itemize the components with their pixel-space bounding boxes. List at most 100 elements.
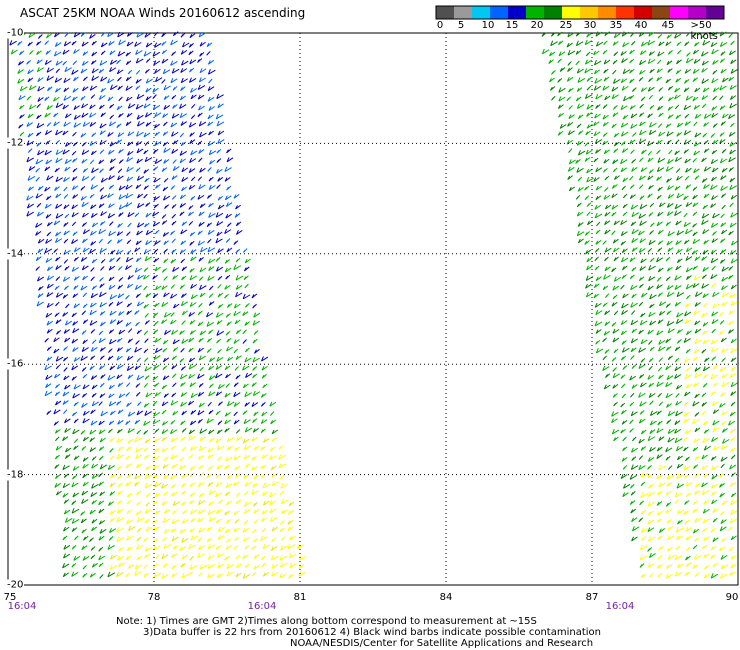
wind-barb [621, 265, 628, 271]
wind-barb [90, 546, 96, 551]
wind-barb [593, 283, 600, 289]
wind-barb [674, 210, 682, 216]
wind-barb [622, 193, 628, 199]
wind-barb [701, 283, 709, 289]
wind-barb [686, 562, 692, 567]
wind-barb [604, 229, 611, 235]
wind-barb [667, 355, 673, 361]
wind-barb [145, 58, 151, 63]
wind-barb [71, 518, 80, 524]
wind-barb [684, 68, 692, 74]
wind-barb [233, 240, 239, 245]
wind-barb [226, 148, 232, 154]
wind-barb [188, 363, 197, 370]
wind-barb [180, 382, 186, 387]
wind-barb [730, 284, 737, 290]
wind-barb [72, 185, 79, 191]
wind-barb [649, 68, 655, 74]
wind-barb [45, 258, 53, 263]
wind-barb [80, 95, 86, 101]
wind-barb [163, 85, 171, 91]
wind-barb [198, 276, 204, 281]
wind-barb [188, 168, 196, 173]
wind-barb [116, 249, 124, 255]
wind-barb [126, 32, 134, 37]
wind-barb [73, 256, 79, 262]
wind-barb [189, 231, 196, 237]
wind-barb [711, 238, 719, 244]
wind-barb [224, 419, 231, 425]
wind-barb [118, 562, 125, 568]
wind-barb [568, 159, 576, 165]
wind-barb [712, 291, 720, 298]
wind-barb [620, 330, 627, 336]
wind-barb [162, 357, 170, 363]
wind-barb [685, 348, 691, 354]
wind-barb [702, 508, 710, 514]
wind-barb [99, 149, 105, 155]
wind-barb [567, 50, 576, 56]
wind-barb [710, 573, 719, 579]
longitude-tick-label: 84 [439, 592, 453, 603]
wind-barb [98, 330, 104, 336]
wind-barb [279, 555, 287, 561]
wind-barb [189, 499, 195, 505]
wind-barb [694, 412, 700, 417]
wind-barb [712, 365, 718, 370]
scale-label: 45 [661, 20, 675, 31]
wind-barb [216, 553, 224, 559]
wind-barb [188, 77, 197, 83]
wind-barb [207, 167, 212, 172]
wind-barb [685, 267, 693, 273]
wind-barb [225, 482, 233, 489]
wind-barb [575, 40, 584, 47]
wind-barb [208, 184, 216, 190]
wind-barb [125, 572, 130, 578]
wind-barb [694, 302, 701, 307]
wind-barb [163, 312, 172, 318]
wind-barb [711, 400, 719, 407]
wind-barb [568, 87, 574, 93]
wind-barb [595, 94, 603, 100]
wind-barb [207, 140, 216, 147]
wind-barb [629, 483, 635, 489]
wind-barb [674, 571, 683, 577]
wind-barb [730, 500, 738, 506]
wind-barb [71, 266, 79, 272]
wind-barb [666, 131, 674, 137]
wind-barb [170, 484, 177, 489]
wind-barb [242, 383, 249, 389]
wind-barb [19, 104, 25, 110]
wind-barb [657, 247, 663, 253]
wind-barb [53, 348, 60, 354]
wind-barb [657, 319, 664, 324]
wind-barb [161, 483, 169, 489]
wind-barb [701, 312, 708, 318]
wind-barb [226, 321, 232, 327]
wind-barb [235, 257, 241, 263]
wind-barb [712, 69, 718, 75]
wind-barb [667, 50, 673, 55]
wind-barb [585, 130, 591, 136]
wind-barb [722, 77, 729, 83]
wind-barb [136, 501, 141, 506]
wind-barb [179, 546, 187, 551]
wind-barb [46, 283, 54, 289]
wind-barb [64, 447, 72, 453]
wind-barb [154, 302, 160, 308]
wind-barb [667, 85, 674, 91]
wind-barb [116, 69, 124, 75]
wind-barb [36, 122, 45, 129]
wind-barb [62, 535, 68, 541]
wind-barb [81, 265, 89, 271]
wind-barb [667, 547, 673, 552]
wind-barb [163, 292, 170, 298]
wind-barb [189, 330, 196, 335]
wind-barb [631, 228, 639, 235]
wind-barb [639, 157, 644, 163]
wind-barb [594, 212, 603, 219]
wind-barb [99, 393, 106, 399]
wind-barb [207, 238, 212, 244]
wind-barb [81, 528, 87, 534]
wind-barb [135, 103, 144, 110]
